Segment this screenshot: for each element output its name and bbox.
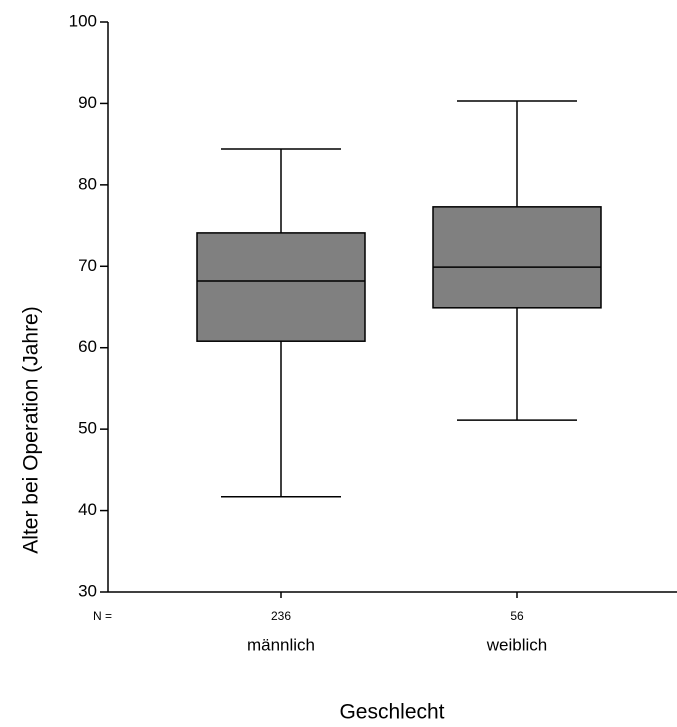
- count: 236: [271, 609, 291, 623]
- y-axis-title: Alter bei Operation (Jahre): [20, 306, 43, 553]
- box: [196, 232, 366, 342]
- y-tick-label: 90: [78, 93, 97, 112]
- y-tick-label: 30: [78, 581, 97, 600]
- y-tick-label: 100: [69, 11, 97, 30]
- y-tick-label: 70: [78, 256, 97, 275]
- box: [432, 206, 602, 309]
- count: 56: [510, 609, 524, 623]
- x-tick-label: weiblich: [486, 635, 547, 654]
- x-tick-label: männlich: [247, 635, 315, 654]
- y-tick-label: 80: [78, 174, 97, 193]
- y-tick-label: 40: [78, 500, 97, 519]
- y-tick-label: 50: [78, 419, 97, 438]
- count-label: N =: [93, 609, 112, 623]
- x-axis-title: Geschlecht: [339, 701, 444, 724]
- y-tick-label: 60: [78, 337, 97, 356]
